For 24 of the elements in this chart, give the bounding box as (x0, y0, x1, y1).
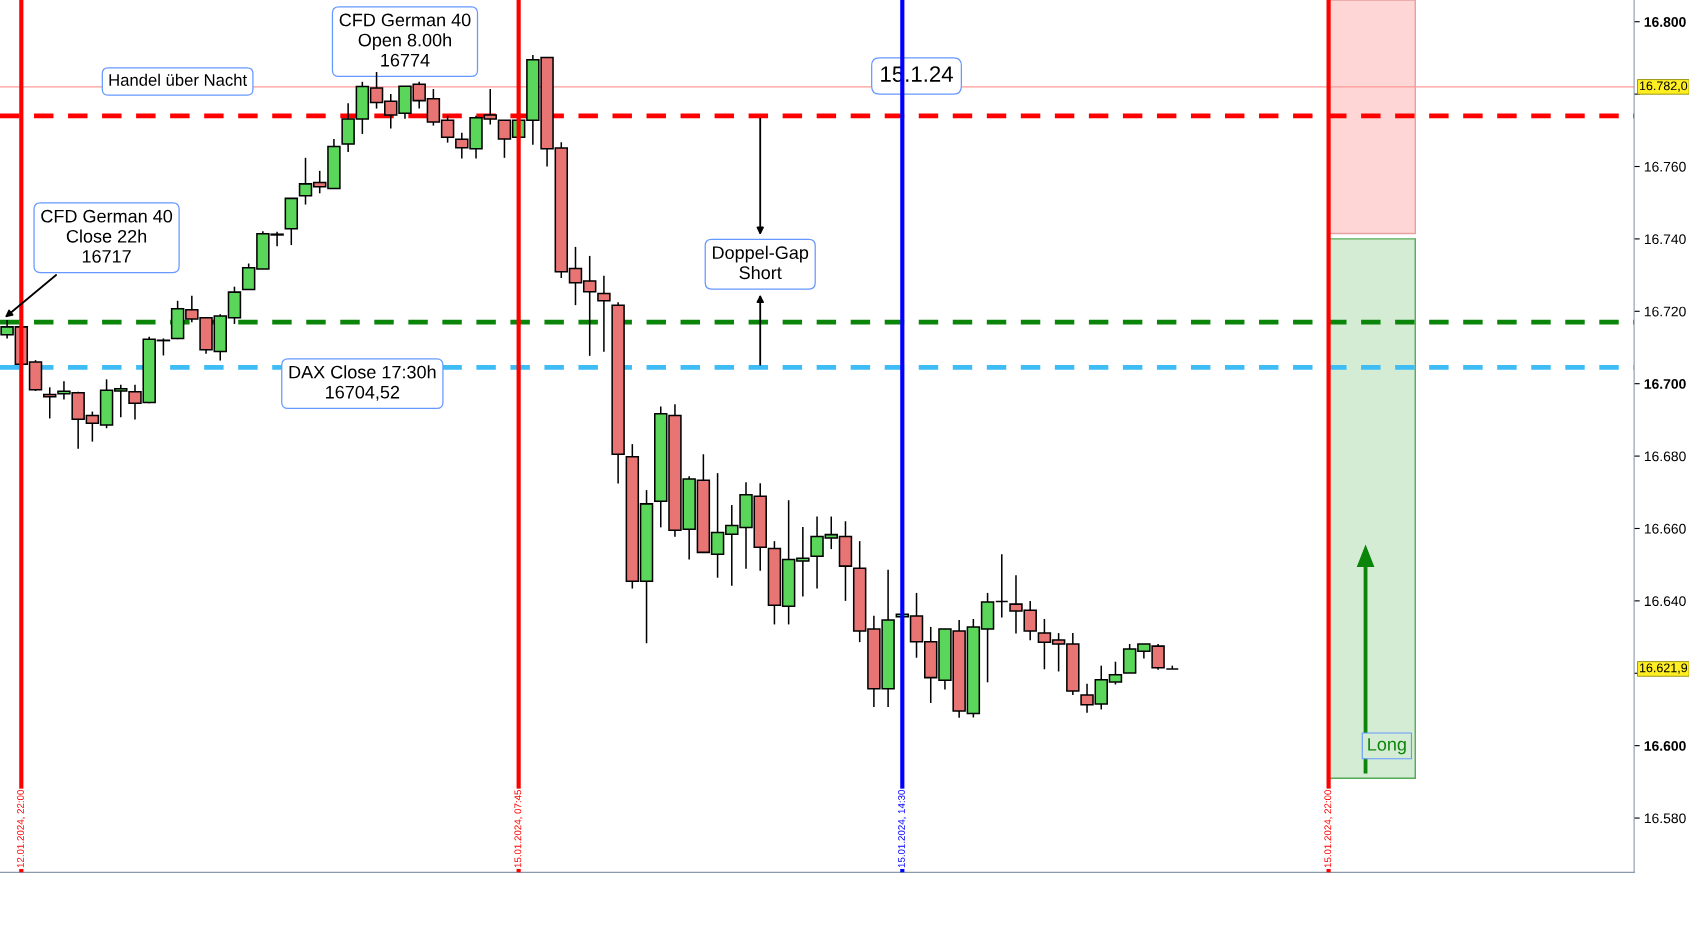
y-tick-label: 16.760 (1644, 161, 1686, 172)
y-tick-label: 16.660 (1644, 523, 1686, 534)
y-tick-label: 16.580 (1644, 813, 1686, 824)
annotation: Doppel-Gap Short (713, 245, 809, 280)
y-tick-label: 16.640 (1644, 596, 1686, 607)
band-label: Long (1368, 738, 1406, 755)
x-tick-label: 12.01.2024, 22:00 (17, 789, 26, 868)
x-tick-label: 15.01.2024, 22:00 (1324, 789, 1333, 868)
x-tick-label: 15.01.2024, 07:45 (514, 790, 523, 868)
annotation: DAX Close 17:30h 16704,52 (289, 365, 436, 401)
ref-line-label: 16.782,0 (1639, 81, 1688, 92)
y-tick-label: 16.600 (1644, 741, 1686, 751)
annotation: Handel über Nacht (109, 73, 247, 86)
annotation: CFD German 40 Close 22h 16717 (41, 209, 173, 263)
y-tick-label: 16.740 (1644, 234, 1686, 245)
x-tick-label: 15.01.2024, 14:30 (898, 789, 907, 868)
candlestick (995, 553, 1009, 619)
text: 16.621,9 (1639, 663, 1688, 674)
y-tick-label: 16.720 (1644, 306, 1686, 317)
y-tick-label: 16.800 (1644, 17, 1686, 27)
y-tick-label: 16.680 (1644, 451, 1686, 462)
y-tick-label: 16.700 (1644, 379, 1686, 389)
annotation: CFD German 40 Open 8.00h 16774 (339, 13, 471, 67)
candlestick (597, 275, 611, 353)
